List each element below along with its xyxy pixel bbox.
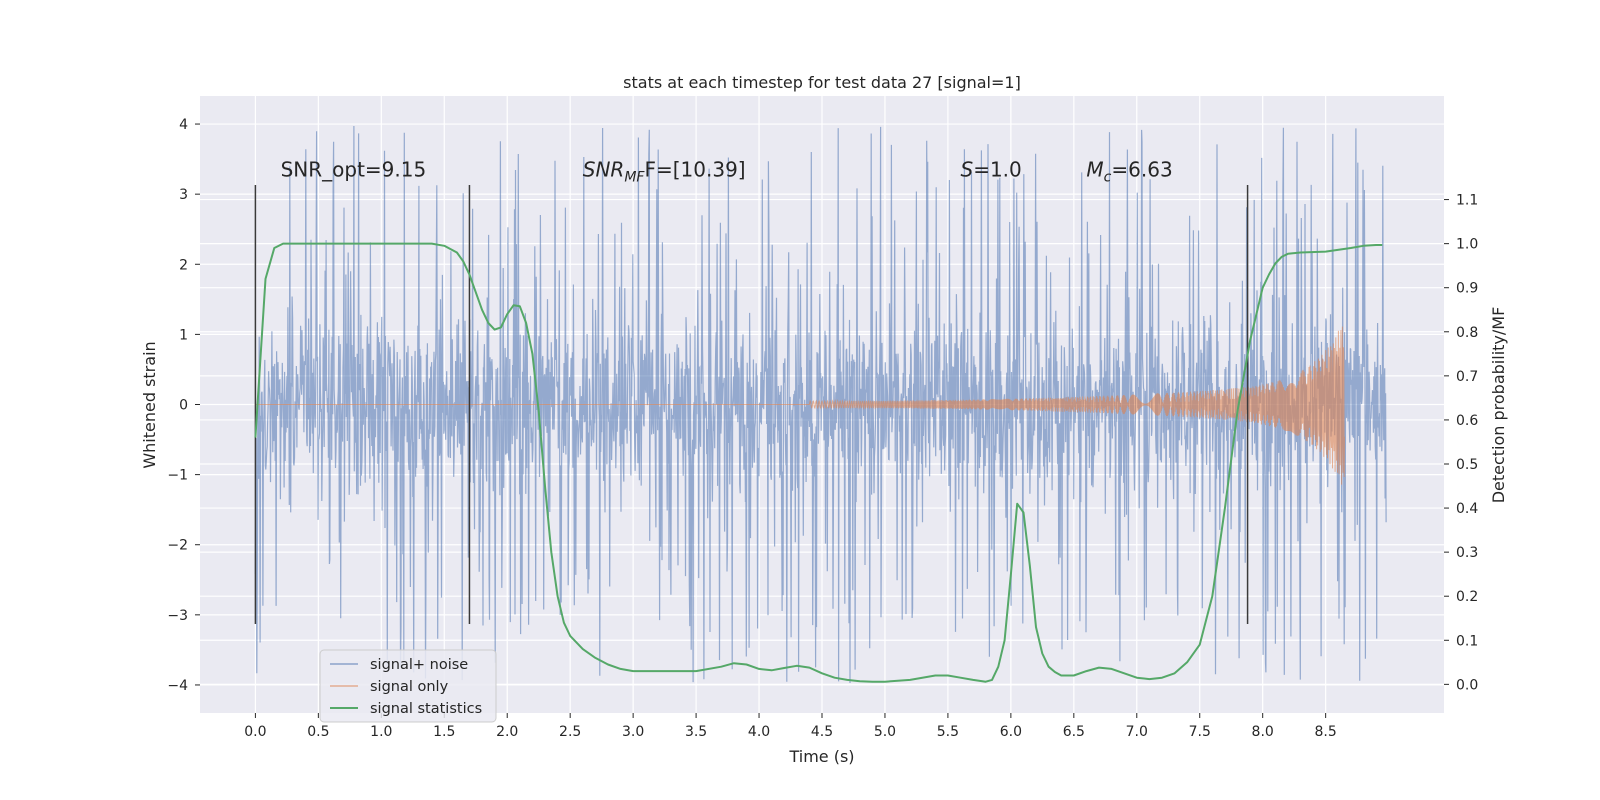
x-tick-label-9: 4.5 [811,724,833,740]
annotation-snr-opt: SNR_opt=9.15 [281,158,427,182]
x-tick-label-13: 6.5 [1063,724,1085,740]
x-tick-label-3: 1.5 [433,724,455,740]
y-tick-label-5: −1 [167,468,188,484]
y2-tick-label-1: 1.0 [1456,237,1478,253]
annotation-chirp-mass-value: =6.63 [1111,158,1172,182]
y2-tick-label-11: 0.0 [1456,677,1478,693]
legend-label-stats: signal statistics [370,701,482,717]
x-tick-label-17: 8.5 [1315,724,1337,740]
x-tick-label-10: 5.0 [874,724,896,740]
x-tick-label-0: 0.0 [244,724,266,740]
y-axis-label: Whitened strain [140,341,159,468]
annotation-chirp-mass: Mc=6.63 [1086,158,1172,186]
x-tick-label-16: 8.0 [1252,724,1274,740]
annotation-s-stat: S=1.0 [961,158,1022,182]
legend-label-signal: signal only [370,679,449,695]
x-tick-label-12: 6.0 [1000,724,1022,740]
y2-axis-label: Detection probability/MF [1489,307,1508,504]
y-tick-label-6: −2 [167,538,188,554]
y-tick-label-7: −3 [167,608,188,624]
annotation-chirp-mass-symbol: M [1086,158,1103,182]
annotations: SNR_opt=9.15 SNRMFF=[10.39] S=1.0 Mc=6.63 [281,158,1173,186]
y2-tick-label-0: 1.1 [1456,193,1478,209]
x-axis-label: Time (s) [788,747,854,766]
x-tick-label-11: 5.5 [937,724,959,740]
y2-tick-label-8: 0.3 [1456,545,1478,561]
y-tick-label-0: 4 [179,117,188,133]
y-tick-label-2: 2 [179,257,188,273]
y2-tick-label-7: 0.4 [1456,501,1478,517]
x-tick-label-1: 0.5 [307,724,329,740]
y-tick-label-4: 0 [179,398,188,414]
y2-tick-label-5: 0.6 [1456,413,1478,429]
y2-tick-label-3: 0.8 [1456,325,1478,341]
annotation-s-stat-symbol: S [961,158,974,182]
x-tick-label-4: 2.0 [496,724,518,740]
series-signal-only [255,326,1345,485]
chart-title: stats at each timestep for test data 27 … [623,73,1021,92]
legend-frame [319,649,497,723]
axes-ticks: 0.0 0.5 1.0 1.5 2.0 2.5 3.0 3.5 4.0 4.5 5.0 5.5 6.0 6… [167,117,1478,740]
y2-tick-label-4: 0.7 [1456,369,1478,385]
y2-tick-label-6: 0.5 [1456,457,1478,473]
y2-tick-label-2: 0.9 [1456,281,1478,297]
annotation-snr-mf: SNRMFF=[10.39] [583,158,746,186]
y-tick-label-1: 3 [179,187,188,203]
annotation-snr-mf-subscript: MF [624,170,645,186]
series-signal-plus-noise [254,125,1387,684]
data-layer [254,125,1387,684]
legend-label-noise: signal+ noise [370,657,468,673]
y2-tick-label-10: 0.1 [1456,633,1478,649]
x-tick-label-5: 2.5 [559,724,581,740]
x-tick-label-6: 3.0 [622,724,644,740]
x-tick-label-7: 3.5 [685,724,707,740]
annotation-snr-mf-symbol: SNR [583,158,625,182]
y2-tick-label-9: 0.2 [1456,589,1478,605]
annotation-chirp-mass-subscript: c [1104,170,1112,186]
x-tick-label-14: 7.0 [1126,724,1148,740]
x-tick-label-2: 1.0 [370,724,392,740]
legend: signal+ noise signal only signal statist… [319,649,497,723]
series-signal-statistics [254,242,1383,683]
annotation-s-stat-value: =1.0 [973,158,1022,182]
y-tick-label-3: 1 [179,327,188,343]
x-tick-label-8: 4.0 [748,724,770,740]
annotation-snr-mf-value: F=[10.39] [644,158,745,182]
y-tick-label-8: −4 [167,678,188,694]
x-tick-label-15: 7.5 [1189,724,1211,740]
